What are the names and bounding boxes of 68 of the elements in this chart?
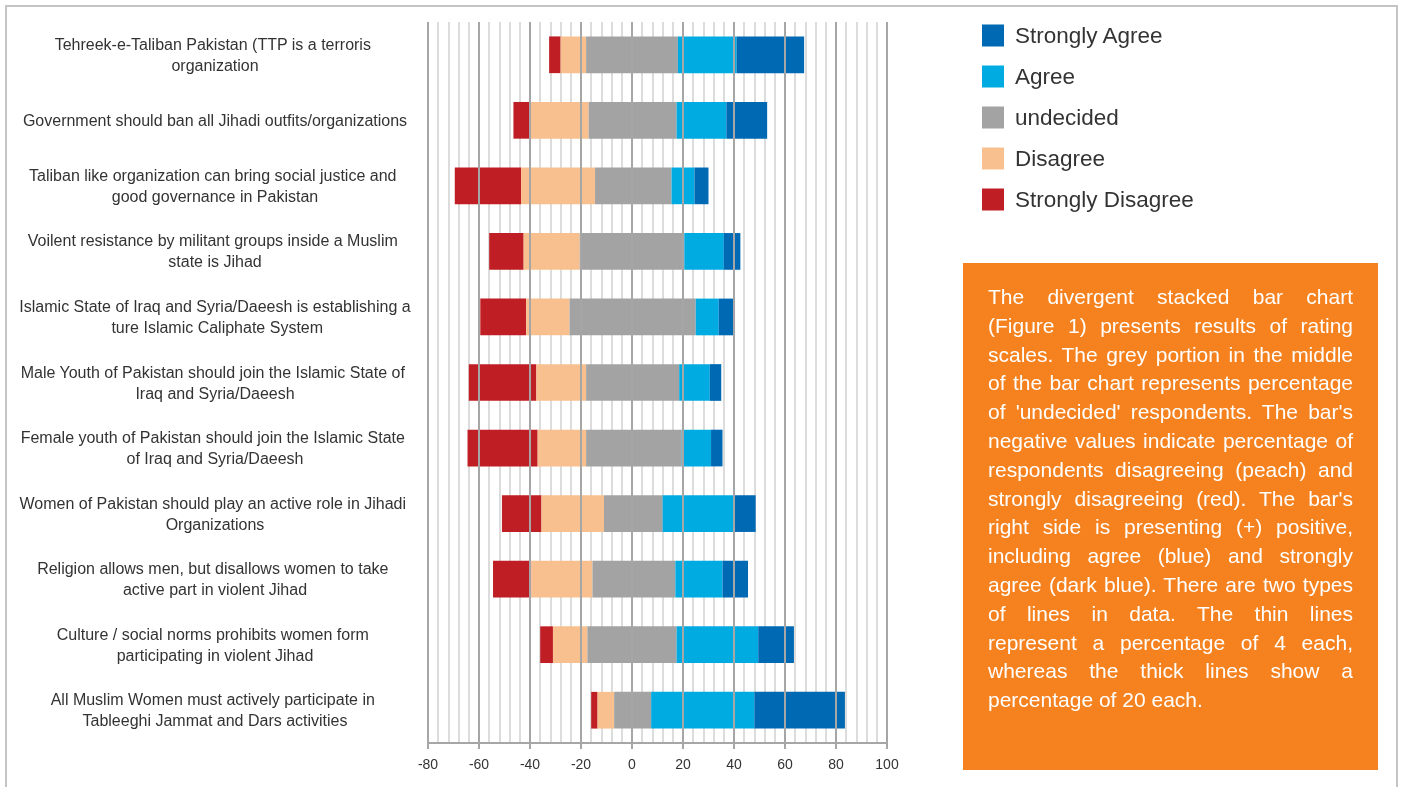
legend-label: Strongly Disagree <box>1015 187 1194 212</box>
bar <box>480 298 527 336</box>
y-tick-label: Voilent resistance by militant groups inside a Muslim state is Jihad <box>27 232 403 271</box>
bar <box>679 364 710 401</box>
bar <box>662 495 734 532</box>
bar <box>467 429 538 467</box>
bar <box>681 429 712 467</box>
bar <box>537 429 587 467</box>
bar <box>676 101 727 139</box>
x-tick-label: 80 <box>828 756 844 772</box>
x-tick-label: 100 <box>875 756 899 772</box>
bar <box>523 233 580 270</box>
bar <box>734 495 756 532</box>
y-tick-label: Religion allows men, but disallows women to take active part in violent Jihad <box>37 560 393 599</box>
bar <box>468 364 537 401</box>
x-tick-label: -20 <box>570 756 592 772</box>
y-tick-label: Taliban like organization can bring social justice and good governance in Pakistan <box>29 166 401 205</box>
bar <box>526 298 570 336</box>
bar <box>560 36 587 74</box>
bar <box>758 626 794 664</box>
bar <box>536 364 587 401</box>
bar <box>489 233 524 270</box>
x-tick-label: 20 <box>675 756 691 772</box>
x-tick-label: -60 <box>468 756 490 772</box>
legend-label: Strongly Agree <box>1015 23 1163 48</box>
bar <box>711 429 723 467</box>
legend-label: Agree <box>1015 64 1076 89</box>
bar <box>552 626 588 664</box>
x-tick-label: 0 <box>628 756 637 772</box>
y-tick-label: Government should ban all Jihadi outfits/organizations <box>22 111 408 129</box>
bar <box>541 495 604 532</box>
bar <box>513 101 530 139</box>
bar <box>540 626 553 664</box>
x-tick-label: -40 <box>519 756 541 772</box>
y-tick-label: Tehreek-e-Taliban Pakistan (TTP is a terroris organization <box>54 35 376 74</box>
y-tick-label: Women of Pakistan should play an active role in Jihadi Organizations <box>19 494 411 533</box>
bar <box>684 233 724 270</box>
bar <box>521 167 596 205</box>
bar <box>726 101 768 139</box>
y-tick-label: Islamic State of Iraq and Syria/Daeesh is establishing a ture Islamic Caliphate System <box>19 297 411 336</box>
bar <box>676 626 759 664</box>
bar <box>695 298 719 336</box>
x-tick-label: 40 <box>726 756 742 772</box>
bar <box>651 691 755 729</box>
bar <box>709 364 722 401</box>
bar <box>530 101 589 139</box>
y-tick-label: All Muslim Women must actively participate in Tableeghi Jammat and Dars activities <box>50 691 380 730</box>
bar <box>531 560 593 598</box>
bar <box>736 36 805 74</box>
legend-label: undecided <box>1015 105 1119 130</box>
text: The divergent stacked bar chart (Figure 1) presents results of rating scales. The grey portion in the middle of the bar chart represents percentage of 'undecided' respondents. The bar's negative values indicate percentage of respondents disagreeing (peach) and strongly disagreeing (red). The bar's right side is presenting (+) positive, including agree (blue) and strongly agree (dark blue). There are two types of lines in data. The thin lines represent a percentage of 4 each, whereas the thick lines show a percentage of 20 each. <box>988 285 1353 712</box>
legend-label: Disagree <box>1015 146 1106 171</box>
bar <box>677 36 737 74</box>
x-tick-label: -80 <box>417 756 439 772</box>
x-tick-label: 60 <box>777 756 793 772</box>
y-tick-label: Male Youth of Pakistan should join the Islamic State of Iraq and Syria/Daeesh <box>20 363 410 402</box>
bar <box>718 298 734 336</box>
bar <box>501 495 542 532</box>
bar <box>597 691 615 729</box>
bar <box>454 167 522 205</box>
bar <box>694 167 709 205</box>
bar <box>754 691 845 729</box>
bar <box>493 560 532 598</box>
bar <box>675 560 723 598</box>
y-tick-label: Culture / social norms prohibits women form participating in violent Jihad <box>56 625 374 664</box>
y-tick-label: Female youth of Pakistan should join the Islamic State of Iraq and Syria/Daeesh <box>20 429 410 468</box>
bar <box>591 691 598 729</box>
bar <box>549 36 561 74</box>
